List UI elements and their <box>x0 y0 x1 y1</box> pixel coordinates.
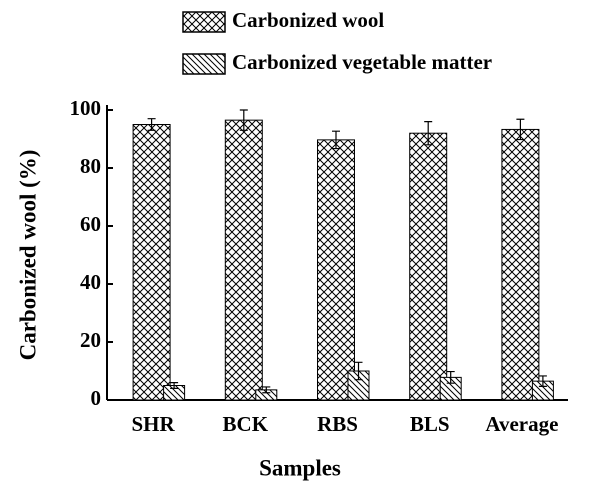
bar <box>132 124 171 401</box>
error-bar <box>262 386 271 394</box>
bar <box>501 128 540 401</box>
legend-swatch <box>182 53 226 75</box>
y-tick-label: 80 <box>80 154 101 178</box>
y-tick-label: 20 <box>80 328 101 352</box>
error-bar <box>170 382 179 389</box>
legend-label: Carbonized wool <box>232 8 384 32</box>
y-axis-label: Carbonized wool (%) <box>15 150 40 361</box>
x-tick-label: Average <box>485 412 558 436</box>
error-bar <box>332 130 340 150</box>
y-tick-label: 40 <box>80 270 101 294</box>
y-tick-label: 100 <box>70 96 102 120</box>
x-tick-label: RBS <box>317 412 358 436</box>
error-bar <box>516 118 525 141</box>
error-bar <box>147 118 156 131</box>
legend-label: Carbonized vegetable matter <box>232 50 492 74</box>
legend-swatch <box>182 11 226 33</box>
bar <box>409 132 448 401</box>
x-tick-label: BCK <box>223 412 269 436</box>
x-tick-label: SHR <box>132 412 176 436</box>
error-bar <box>354 361 363 381</box>
bar <box>224 119 263 401</box>
error-bar <box>424 121 433 146</box>
y-tick-label: 0 <box>91 386 102 410</box>
x-tick-label: BLS <box>410 412 450 436</box>
y-tick-label: 60 <box>80 212 101 236</box>
x-axis-label: Samples <box>259 455 341 480</box>
error-bar <box>446 370 455 384</box>
error-bar <box>538 375 547 387</box>
error-bar <box>239 109 248 131</box>
bar <box>317 139 355 401</box>
